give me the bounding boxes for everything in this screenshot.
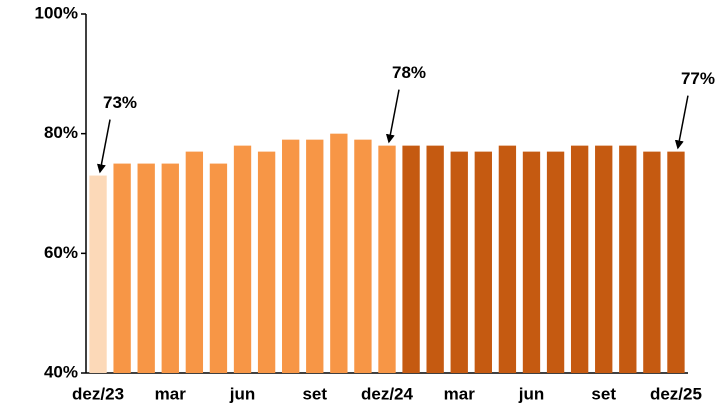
bar	[257, 151, 276, 373]
bar	[498, 145, 517, 373]
x-tick-label: jun	[518, 384, 545, 403]
bar	[354, 139, 372, 373]
value-label: 78%	[392, 63, 426, 82]
x-tick-label: dez/25	[650, 384, 702, 403]
bar	[233, 145, 252, 373]
bar	[185, 151, 204, 373]
bar	[474, 151, 492, 373]
bar	[330, 133, 348, 373]
value-label: 77%	[681, 69, 715, 88]
bar	[137, 163, 155, 373]
x-tick-label: mar	[444, 384, 476, 403]
bar	[306, 139, 324, 373]
x-tick-label: dez/24	[361, 384, 414, 403]
annotation-arrow	[385, 89, 400, 144]
bar	[378, 145, 396, 373]
bar	[619, 145, 637, 373]
bar	[426, 145, 444, 373]
bar	[161, 163, 179, 373]
x-tick-label: dez/23	[72, 384, 124, 403]
x-tick-label: set	[591, 384, 616, 403]
y-tick-label: 60%	[44, 243, 78, 262]
bar	[595, 145, 613, 373]
y-tick-label: 80%	[44, 123, 78, 142]
x-tick-label: set	[302, 384, 327, 403]
x-tick-label: mar	[155, 384, 187, 403]
bar	[402, 145, 420, 373]
bar	[546, 151, 565, 373]
y-tick-label: 40%	[44, 362, 78, 381]
bar	[667, 151, 685, 373]
bar	[522, 151, 541, 373]
bar	[113, 163, 131, 373]
bar	[209, 163, 228, 373]
bar	[643, 151, 661, 373]
bar	[282, 139, 300, 373]
bar	[89, 175, 107, 373]
value-label: 73%	[103, 93, 137, 112]
annotation-arrow	[674, 95, 689, 150]
bar	[450, 151, 468, 373]
x-tick-label: jun	[229, 384, 256, 403]
annotation-arrow	[96, 119, 111, 174]
y-tick-label: 100%	[35, 3, 78, 22]
bar	[570, 145, 589, 373]
